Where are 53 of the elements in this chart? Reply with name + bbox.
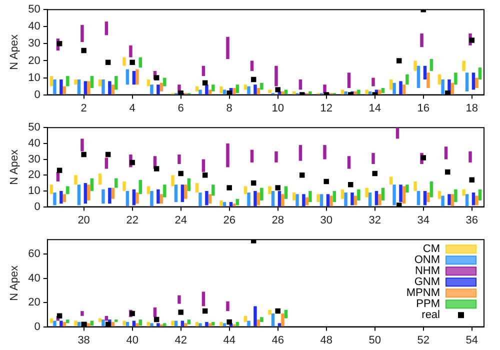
y-tick-label: 50	[28, 122, 40, 134]
y-axis-title: N Apex	[8, 148, 21, 185]
y-tick-label: 30	[28, 153, 40, 166]
x-tick-label: 2	[80, 102, 87, 114]
x-tick-label: 28	[272, 214, 284, 226]
legend-label: NHM	[414, 265, 440, 278]
x-tick-label: 42	[174, 334, 187, 346]
y-tick-label: 60	[28, 248, 40, 260]
legend-label: CM	[422, 243, 440, 256]
x-tick-label: 46	[272, 334, 284, 346]
x-tick-label: 14	[368, 102, 381, 114]
legend-label: MPNM	[406, 287, 440, 300]
x-tick-label: 4	[129, 102, 136, 114]
y-tick-label: 0	[34, 200, 40, 213]
y-axis-title: N Apex	[8, 34, 21, 70]
x-tick-label: 18	[466, 102, 478, 114]
y-axis-title: N Apex	[8, 264, 21, 301]
legend-label: PPM	[416, 298, 440, 310]
x-tick-label: 12	[320, 102, 332, 114]
y-tick-label: 40	[28, 137, 40, 150]
x-tick-label: 6	[178, 102, 184, 114]
legend-label: ONM	[414, 254, 440, 266]
legend-label: real	[422, 309, 440, 322]
x-tick-label: 40	[126, 334, 138, 346]
y-tick-label: 10	[28, 184, 40, 197]
x-tick-label: 26	[223, 214, 236, 226]
x-tick-label: 50	[368, 334, 381, 346]
y-tick-label: 20	[28, 169, 40, 182]
y-tick-label: 20	[28, 296, 40, 309]
x-tick-label: 32	[368, 214, 381, 226]
x-tick-label: 10	[272, 102, 284, 114]
y-tick-label: 40	[28, 272, 40, 284]
x-tick-label: 36	[466, 214, 478, 226]
x-tick-label: 24	[174, 214, 187, 226]
x-tick-label: 38	[78, 334, 90, 346]
y-tick-label: 30	[28, 38, 40, 50]
x-tick-label: 52	[417, 334, 430, 346]
x-tick-label: 30	[320, 214, 332, 226]
x-tick-label: 22	[126, 214, 138, 226]
x-tick-label: 16	[417, 102, 430, 114]
y-tick-label: 0	[34, 320, 40, 333]
x-tick-label: 20	[78, 214, 90, 226]
y-tick-label: 0	[34, 88, 40, 101]
x-tick-label: 34	[417, 214, 430, 226]
y-tick-label: 10	[28, 72, 40, 84]
y-tick-label: 20	[28, 54, 40, 67]
x-tick-label: 44	[223, 334, 236, 346]
x-tick-label: 48	[320, 334, 332, 346]
x-tick-label: 8	[226, 102, 232, 114]
legend-label: GNM	[414, 276, 440, 288]
y-tick-label: 50	[28, 4, 40, 16]
x-tick-label: 54	[466, 334, 478, 346]
y-tick-label: 40	[28, 20, 40, 33]
